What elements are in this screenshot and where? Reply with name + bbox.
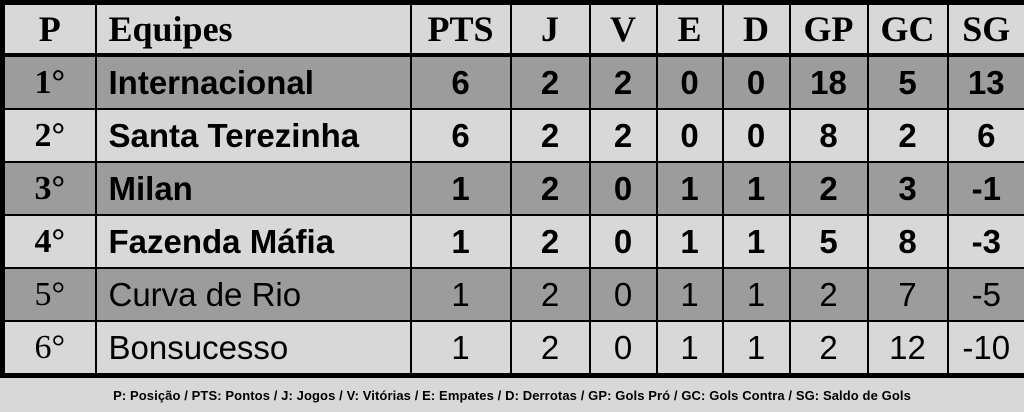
goals-against-cell: 12: [866, 320, 949, 377]
table-row: 1° Internacional 6 2 2 0 0 18 5 13: [1, 54, 1024, 110]
draws-cell: 1: [655, 161, 724, 216]
games-cell: 2: [509, 267, 591, 322]
goals-against-cell: 7: [866, 267, 949, 322]
wins-cell: 0: [588, 320, 658, 377]
points-cell: 6: [409, 54, 512, 110]
goals-for-cell: 2: [788, 161, 869, 216]
wins-cell: 0: [588, 214, 658, 269]
table-row: 6° Bonsucesso 1 2 0 1 1 2 12 -10: [1, 320, 1024, 377]
col-header-position: P: [1, 1, 97, 57]
losses-cell: 1: [721, 267, 791, 322]
draws-cell: 0: [655, 108, 724, 163]
draws-cell: 1: [655, 267, 724, 322]
games-cell: 2: [509, 320, 591, 377]
points-cell: 1: [409, 161, 512, 216]
position-cell: 1°: [1, 54, 97, 110]
goals-against-cell: 2: [866, 108, 949, 163]
position-cell: 6°: [1, 320, 97, 377]
wins-cell: 2: [588, 54, 658, 110]
goal-diff-cell: -3: [946, 214, 1024, 269]
col-header-draws: E: [655, 1, 724, 57]
table-row: 3° Milan 1 2 0 1 1 2 3 -1: [1, 161, 1024, 216]
goal-diff-cell: 13: [946, 54, 1024, 110]
goal-diff-cell: -10: [946, 320, 1024, 377]
goals-against-cell: 5: [866, 54, 949, 110]
draws-cell: 1: [655, 214, 724, 269]
games-cell: 2: [509, 108, 591, 163]
games-cell: 2: [509, 161, 591, 216]
goals-for-cell: 5: [788, 214, 869, 269]
col-header-teams: Equipes: [94, 1, 412, 57]
games-cell: 2: [509, 214, 591, 269]
points-cell: 6: [409, 108, 512, 163]
goal-diff-cell: -1: [946, 161, 1024, 216]
losses-cell: 0: [721, 54, 791, 110]
position-cell: 2°: [1, 108, 97, 163]
goals-for-cell: 8: [788, 108, 869, 163]
goals-against-cell: 8: [866, 214, 949, 269]
wins-cell: 0: [588, 267, 658, 322]
table-row: 5° Curva de Rio 1 2 0 1 1 2 7 -5: [1, 267, 1024, 322]
position-cell: 5°: [1, 267, 97, 322]
col-header-wins: V: [588, 1, 658, 57]
standings-table: P Equipes PTS J V E D GP GC SG 1° Intern…: [0, 0, 1024, 378]
col-header-losses: D: [721, 1, 791, 57]
table-row: 4° Fazenda Máfia 1 2 0 1 1 5 8 -3: [1, 214, 1024, 269]
team-name-cell: Milan: [94, 161, 412, 216]
wins-cell: 2: [588, 108, 658, 163]
col-header-points: PTS: [409, 1, 512, 57]
header-row: P Equipes PTS J V E D GP GC SG: [1, 1, 1024, 57]
col-header-goals-for: GP: [788, 1, 869, 57]
team-name-cell: Curva de Rio: [94, 267, 412, 322]
goals-for-cell: 2: [788, 320, 869, 377]
losses-cell: 0: [721, 108, 791, 163]
team-name-cell: Fazenda Máfia: [94, 214, 412, 269]
draws-cell: 0: [655, 54, 724, 110]
team-name-cell: Bonsucesso: [94, 320, 412, 377]
col-header-games: J: [509, 1, 591, 57]
goals-for-cell: 18: [788, 54, 869, 110]
goal-diff-cell: -5: [946, 267, 1024, 322]
points-cell: 1: [409, 214, 512, 269]
losses-cell: 1: [721, 214, 791, 269]
position-cell: 3°: [1, 161, 97, 216]
losses-cell: 1: [721, 320, 791, 377]
col-header-goals-against: GC: [866, 1, 949, 57]
wins-cell: 0: [588, 161, 658, 216]
points-cell: 1: [409, 320, 512, 377]
points-cell: 1: [409, 267, 512, 322]
position-cell: 4°: [1, 214, 97, 269]
team-name-cell: Santa Terezinha: [94, 108, 412, 163]
goals-against-cell: 3: [866, 161, 949, 216]
goals-for-cell: 2: [788, 267, 869, 322]
table-row: 2° Santa Terezinha 6 2 2 0 0 8 2 6: [1, 108, 1024, 163]
goal-diff-cell: 6: [946, 108, 1024, 163]
draws-cell: 1: [655, 320, 724, 377]
games-cell: 2: [509, 54, 591, 110]
col-header-goal-diff: SG: [946, 1, 1024, 57]
losses-cell: 1: [721, 161, 791, 216]
legend-text: P: Posição / PTS: Pontos / J: Jogos / V:…: [113, 387, 911, 403]
team-name-cell: Internacional: [94, 54, 412, 110]
